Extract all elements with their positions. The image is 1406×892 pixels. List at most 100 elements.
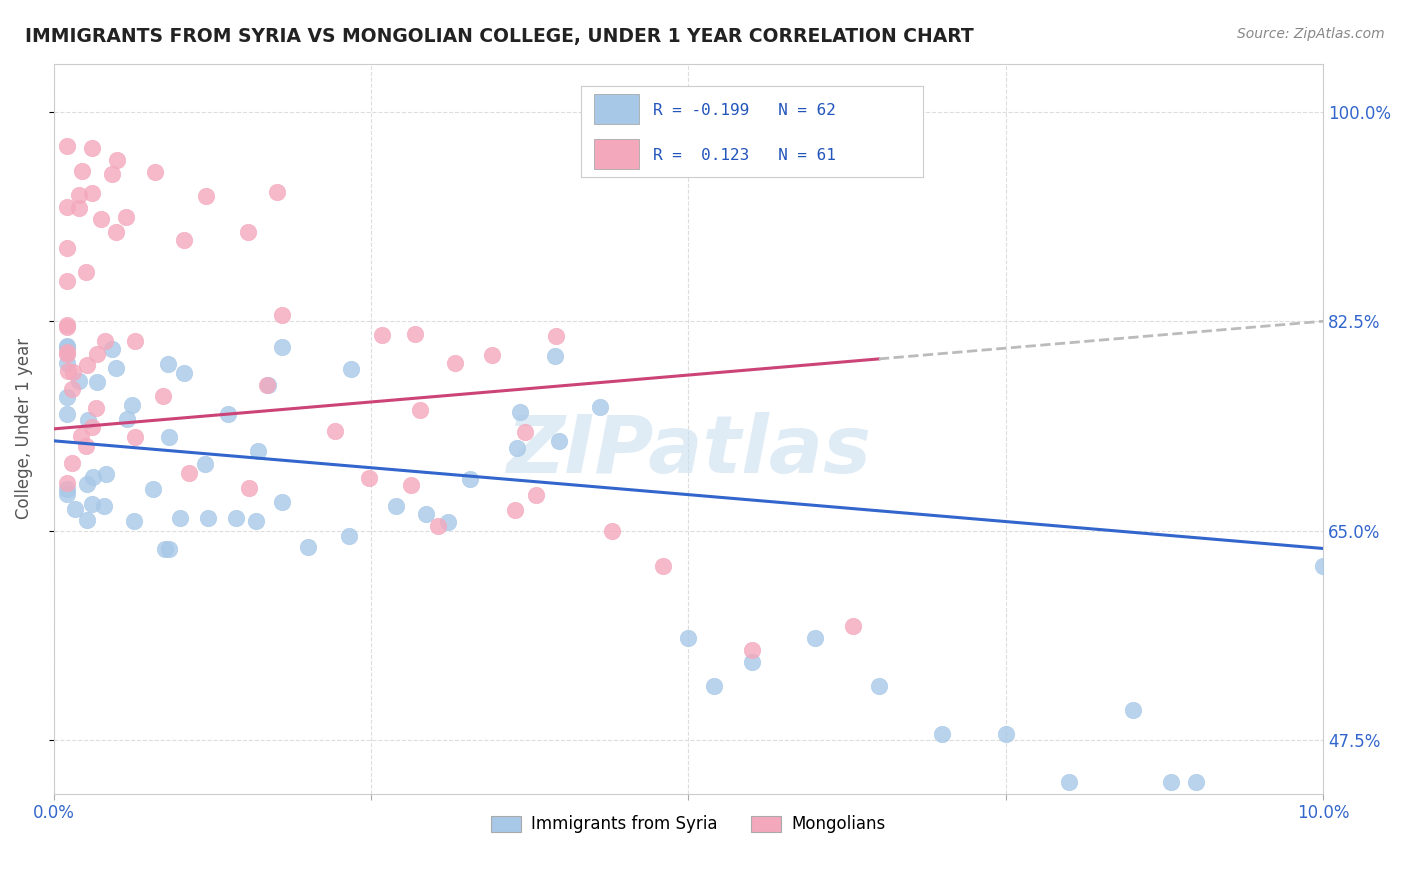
Point [76, 412, 98, 426]
Point [703, 679, 725, 693]
Point [340, 362, 363, 376]
Point [544, 349, 567, 363]
Point [76, 476, 98, 491]
Point [121, 399, 143, 413]
Point [589, 401, 612, 415]
Point [55, 139, 77, 153]
Point [652, 559, 675, 574]
Point [55, 318, 77, 333]
Point [169, 511, 191, 525]
Point [55, 346, 77, 360]
Point [266, 185, 288, 199]
Point [271, 340, 294, 354]
Point [69, 374, 91, 388]
Point [415, 507, 437, 521]
Point [86, 347, 108, 361]
Point [67, 201, 90, 215]
Point [56, 364, 79, 378]
Point [404, 326, 426, 341]
Point [55, 356, 77, 370]
Point [75, 265, 97, 279]
Point [245, 514, 267, 528]
Point [124, 334, 146, 348]
Point [370, 327, 392, 342]
Point [481, 348, 503, 362]
Point [436, 516, 458, 530]
Point [101, 167, 124, 181]
Point [100, 342, 122, 356]
Point [194, 457, 217, 471]
Point [1160, 774, 1182, 789]
Point [524, 488, 547, 502]
Point [177, 467, 200, 481]
Point [257, 377, 280, 392]
Point [337, 529, 360, 543]
Point [1185, 774, 1208, 789]
Point [195, 188, 218, 202]
Point [247, 443, 270, 458]
Point [256, 377, 278, 392]
Point [271, 308, 294, 322]
Point [70, 429, 93, 443]
Point [55, 339, 77, 353]
Point [55, 390, 77, 404]
Point [86, 375, 108, 389]
Point [76, 513, 98, 527]
Point [157, 430, 180, 444]
Text: Source: ZipAtlas.com: Source: ZipAtlas.com [1237, 27, 1385, 41]
Point [173, 366, 195, 380]
Point [359, 471, 381, 485]
Point [63, 501, 86, 516]
Point [426, 518, 449, 533]
Point [145, 164, 167, 178]
Point [62, 365, 84, 379]
Point [157, 542, 180, 557]
Point [238, 482, 260, 496]
Point [931, 727, 953, 741]
Point [75, 439, 97, 453]
Point [506, 441, 529, 455]
Point [1312, 559, 1334, 574]
Point [67, 188, 90, 202]
Point [409, 403, 432, 417]
Point [804, 631, 827, 645]
Point [55, 408, 77, 422]
Point [399, 477, 422, 491]
Point [153, 542, 176, 557]
Point [868, 679, 890, 693]
Point [122, 515, 145, 529]
Point [602, 524, 624, 538]
Point [152, 389, 174, 403]
Point [82, 470, 104, 484]
Legend: Immigrants from Syria, Mongolians: Immigrants from Syria, Mongolians [485, 809, 893, 840]
Point [94, 467, 117, 482]
Point [105, 153, 128, 167]
Point [105, 360, 128, 375]
Point [238, 225, 260, 239]
Point [55, 242, 77, 256]
Point [217, 407, 239, 421]
Point [842, 619, 865, 633]
Point [142, 482, 165, 496]
Point [1122, 703, 1144, 717]
Point [115, 211, 138, 225]
Point [104, 225, 127, 239]
Point [56, 476, 79, 491]
Point [124, 430, 146, 444]
Point [80, 141, 103, 155]
Point [70, 164, 93, 178]
Point [55, 345, 77, 359]
Point [80, 420, 103, 434]
Text: IMMIGRANTS FROM SYRIA VS MONGOLIAN COLLEGE, UNDER 1 YEAR CORRELATION CHART: IMMIGRANTS FROM SYRIA VS MONGOLIAN COLLE… [25, 27, 974, 45]
Point [90, 211, 112, 226]
Point [55, 274, 77, 288]
Point [509, 405, 531, 419]
Point [548, 434, 571, 448]
Point [94, 334, 117, 348]
Point [55, 319, 77, 334]
Point [271, 495, 294, 509]
Point [173, 233, 195, 247]
Point [994, 727, 1017, 741]
Point [76, 358, 98, 372]
Point [323, 424, 346, 438]
